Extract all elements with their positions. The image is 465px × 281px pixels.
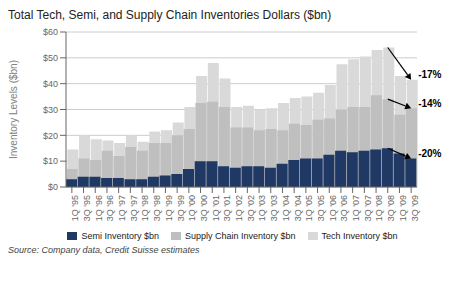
svg-text:-20%: -20% xyxy=(418,148,441,159)
svg-text:3Q '97: 3Q '97 xyxy=(129,195,139,221)
svg-text:$0: $0 xyxy=(48,182,58,192)
html-text:Source: Company data, Credit S: Source: Company data, Credit Suisse esti… xyxy=(8,245,200,255)
svg-text:3Q '96: 3Q '96 xyxy=(105,195,115,221)
svg-text:3Q '00: 3Q '00 xyxy=(199,195,209,221)
svg-text:$40: $40 xyxy=(43,79,58,89)
svg-text:$10: $10 xyxy=(43,156,58,166)
svg-text:1Q '97: 1Q '97 xyxy=(117,195,127,221)
svg-text:1Q '95: 1Q '95 xyxy=(70,195,80,221)
svg-text:3Q '08: 3Q '08 xyxy=(386,195,396,221)
svg-text:$60: $60 xyxy=(43,27,58,37)
svg-text:1Q '99: 1Q '99 xyxy=(164,195,174,221)
svg-text:3Q '02: 3Q '02 xyxy=(246,195,256,221)
svg-text:1Q '00: 1Q '00 xyxy=(187,195,197,221)
svg-text:1Q '06: 1Q '06 xyxy=(328,195,338,221)
html-text:Total Tech, Semi, and Supply C: Total Tech, Semi, and Supply Chain Inven… xyxy=(8,8,332,22)
svg-text:Inventory Levels ($bn): Inventory Levels ($bn) xyxy=(8,60,19,159)
svg-text:1Q '03: 1Q '03 xyxy=(257,195,267,221)
svg-text:1Q '05: 1Q '05 xyxy=(304,195,314,221)
svg-text:1Q '04: 1Q '04 xyxy=(281,195,291,221)
svg-text:3Q '09: 3Q '09 xyxy=(410,195,420,221)
svg-text:$20: $20 xyxy=(43,131,58,141)
html-text:Tech Inventory $bn: Tech Inventory $bn xyxy=(321,231,398,241)
svg-text:3Q '99: 3Q '99 xyxy=(176,195,186,221)
svg-text:3Q '05: 3Q '05 xyxy=(316,195,326,221)
svg-text:3Q '06: 3Q '06 xyxy=(339,195,349,221)
svg-text:-14%: -14% xyxy=(418,98,441,109)
svg-text:3Q '98: 3Q '98 xyxy=(152,195,162,221)
svg-text:1Q '08: 1Q '08 xyxy=(374,195,384,221)
svg-text:1Q '02: 1Q '02 xyxy=(234,195,244,221)
svg-text:$30: $30 xyxy=(43,105,58,115)
svg-text:1Q '98: 1Q '98 xyxy=(140,195,150,221)
svg-text:1Q '96: 1Q '96 xyxy=(94,195,104,221)
svg-text:3Q '04: 3Q '04 xyxy=(293,195,303,221)
svg-text:3Q '95: 3Q '95 xyxy=(82,195,92,221)
svg-text:1Q '09: 1Q '09 xyxy=(398,195,408,221)
html-text:Supply Chain Inventory $bn: Supply Chain Inventory $bn xyxy=(185,231,296,241)
svg-text:1Q '07: 1Q '07 xyxy=(351,195,361,221)
svg-text:3Q '03: 3Q '03 xyxy=(269,195,279,221)
svg-text:3Q '01: 3Q '01 xyxy=(222,195,232,221)
html-text:Semi Inventory $bn: Semi Inventory $bn xyxy=(81,231,159,241)
svg-text:-17%: -17% xyxy=(418,69,441,80)
svg-text:3Q '07: 3Q '07 xyxy=(363,195,373,221)
svg-text:1Q '01: 1Q '01 xyxy=(211,195,221,221)
svg-text:$50: $50 xyxy=(43,53,58,63)
